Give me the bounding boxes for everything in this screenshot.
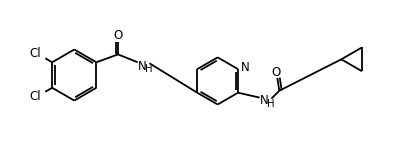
Text: N: N: [138, 60, 147, 73]
Text: N: N: [240, 61, 249, 74]
Text: N: N: [260, 94, 269, 107]
Text: Cl: Cl: [30, 90, 41, 103]
Text: Cl: Cl: [30, 47, 41, 60]
Text: O: O: [272, 66, 281, 79]
Text: O: O: [113, 29, 123, 42]
Text: H: H: [267, 99, 274, 108]
Text: H: H: [145, 64, 152, 74]
